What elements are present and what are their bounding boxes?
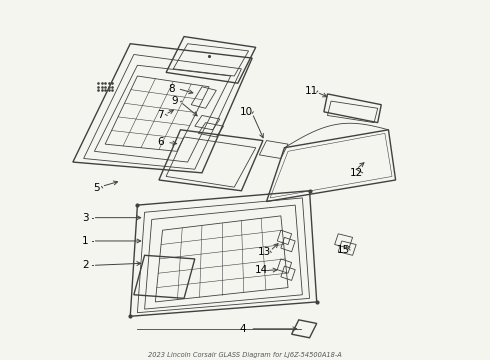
Text: 12: 12 (349, 168, 363, 178)
Text: 2: 2 (82, 260, 89, 270)
Text: 9: 9 (172, 96, 178, 106)
Text: 3: 3 (82, 213, 89, 222)
Text: 4: 4 (240, 324, 246, 334)
Text: 1: 1 (82, 236, 89, 246)
Text: 15: 15 (337, 245, 350, 255)
Text: 14: 14 (254, 265, 268, 275)
Text: 13: 13 (258, 247, 271, 257)
Text: 10: 10 (240, 107, 253, 117)
Text: 11: 11 (305, 86, 318, 96)
Text: 2023 Lincoln Corsair GLASS Diagram for LJ6Z-54500A18-A: 2023 Lincoln Corsair GLASS Diagram for L… (148, 351, 342, 357)
Text: 6: 6 (157, 138, 164, 147)
Text: 5: 5 (93, 183, 99, 193)
Text: 8: 8 (168, 84, 175, 94)
Text: 7: 7 (157, 111, 164, 121)
